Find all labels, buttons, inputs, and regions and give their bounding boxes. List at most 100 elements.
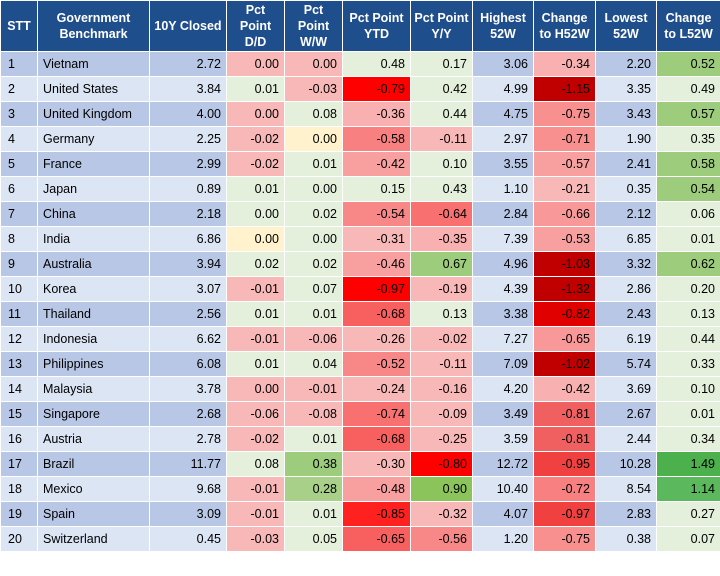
cell-closed: 2.72 <box>149 51 227 77</box>
cell-dd: -0.01 <box>226 476 285 502</box>
cell-name: Singapore <box>37 401 150 427</box>
cell-dd: 0.00 <box>226 376 285 402</box>
cell-name: United States <box>37 76 150 102</box>
cell-closed: 2.78 <box>149 426 227 452</box>
cell-ww: 0.01 <box>284 501 343 527</box>
cell-dd: 0.00 <box>226 101 285 127</box>
cell-chl: 0.20 <box>656 276 720 302</box>
cell-name: Japan <box>37 176 150 202</box>
cell-yy: 0.13 <box>410 301 473 327</box>
cell-dd: 0.08 <box>226 451 285 477</box>
cell-closed: 2.18 <box>149 201 227 227</box>
cell-dd: -0.03 <box>226 526 285 552</box>
cell-stt: 8 <box>0 226 38 252</box>
table-row: 2 United States 3.84 0.01 -0.03 -0.79 0.42 4.99… <box>0 76 720 102</box>
cell-stt: 19 <box>0 501 38 527</box>
cell-hi: 12.72 <box>472 451 534 477</box>
cell-name: Malaysia <box>37 376 150 402</box>
column-header-stt: STT <box>0 0 38 52</box>
cell-lo: 2.86 <box>595 276 657 302</box>
cell-chh: -0.21 <box>533 176 596 202</box>
cell-chh: -1.03 <box>533 251 596 277</box>
cell-name: Australia <box>37 251 150 277</box>
table-row: 8 India 6.86 0.00 0.00 -0.31 -0.35 7.39 -0.53 6.8… <box>0 226 720 252</box>
cell-chl: 0.10 <box>656 376 720 402</box>
cell-dd: -0.02 <box>226 126 285 152</box>
table-row: 11 Thailand 2.56 0.01 0.01 -0.68 0.13 3.38 -0.82… <box>0 301 720 327</box>
cell-name: Spain <box>37 501 150 527</box>
cell-lo: 3.43 <box>595 101 657 127</box>
cell-ww: 0.08 <box>284 101 343 127</box>
cell-lo: 3.35 <box>595 76 657 102</box>
cell-dd: 0.02 <box>226 251 285 277</box>
cell-ww: 0.02 <box>284 251 343 277</box>
cell-chh: -1.02 <box>533 351 596 377</box>
cell-lo: 0.38 <box>595 526 657 552</box>
cell-stt: 5 <box>0 151 38 177</box>
cell-stt: 1 <box>0 51 38 77</box>
cell-lo: 2.20 <box>595 51 657 77</box>
cell-chl: 0.07 <box>656 526 720 552</box>
cell-hi: 10.40 <box>472 476 534 502</box>
cell-yy: 0.67 <box>410 251 473 277</box>
cell-lo: 6.19 <box>595 326 657 352</box>
cell-ytd: -0.97 <box>342 276 411 302</box>
cell-chl: 0.33 <box>656 351 720 377</box>
table-row: 18 Mexico 9.68 -0.01 0.28 -0.48 0.90 10.40 -0.72… <box>0 476 720 502</box>
cell-closed: 6.62 <box>149 326 227 352</box>
cell-ww: 0.00 <box>284 226 343 252</box>
cell-hi: 4.99 <box>472 76 534 102</box>
cell-chh: -0.71 <box>533 126 596 152</box>
column-header-chl: Change to L52W <box>656 0 720 52</box>
cell-stt: 4 <box>0 126 38 152</box>
cell-dd: -0.02 <box>226 426 285 452</box>
cell-ytd: -0.26 <box>342 326 411 352</box>
cell-closed: 0.45 <box>149 526 227 552</box>
table-row: 20 Switzerland 0.45 -0.03 0.05 -0.65 -0.56 1.20… <box>0 526 720 552</box>
cell-chh: -0.97 <box>533 501 596 527</box>
cell-lo: 10.28 <box>595 451 657 477</box>
table-row: 3 United Kingdom 4.00 0.00 0.08 -0.36 0.44 4.75… <box>0 101 720 127</box>
cell-lo: 0.35 <box>595 176 657 202</box>
column-header-ww: Pct Point W/W <box>284 0 343 52</box>
table-row: 5 France 2.99 -0.02 0.01 -0.42 0.10 3.55 -0.57 2.… <box>0 151 720 177</box>
cell-chl: 1.49 <box>656 451 720 477</box>
cell-chh: -0.75 <box>533 101 596 127</box>
cell-yy: -0.19 <box>410 276 473 302</box>
cell-lo: 2.41 <box>595 151 657 177</box>
cell-stt: 12 <box>0 326 38 352</box>
cell-dd: -0.02 <box>226 151 285 177</box>
cell-chl: 0.54 <box>656 176 720 202</box>
cell-chl: 0.01 <box>656 226 720 252</box>
table-row: 15 Singapore 2.68 -0.06 -0.08 -0.74 -0.09 3.49-… <box>0 401 720 427</box>
cell-chh: -0.57 <box>533 151 596 177</box>
table-row: 16 Austria 2.78 -0.02 0.01 -0.68 -0.25 3.59 -0.8… <box>0 426 720 452</box>
cell-stt: 7 <box>0 201 38 227</box>
cell-hi: 4.07 <box>472 501 534 527</box>
cell-chl: 0.57 <box>656 101 720 127</box>
table-row: 12 Indonesia 6.62 -0.01 -0.06 -0.26 -0.02 7.27-… <box>0 326 720 352</box>
cell-chl: 0.13 <box>656 301 720 327</box>
cell-ytd: -0.68 <box>342 426 411 452</box>
cell-yy: -0.25 <box>410 426 473 452</box>
cell-ww: 0.04 <box>284 351 343 377</box>
table-row: 13 Philippines 6.08 0.01 0.04 -0.52 -0.11 7.09-… <box>0 351 720 377</box>
cell-chl: 0.34 <box>656 426 720 452</box>
cell-hi: 1.20 <box>472 526 534 552</box>
cell-stt: 16 <box>0 426 38 452</box>
cell-ytd: -0.58 <box>342 126 411 152</box>
cell-hi: 3.06 <box>472 51 534 77</box>
cell-name: Germany <box>37 126 150 152</box>
cell-ytd: -0.31 <box>342 226 411 252</box>
cell-name: China <box>37 201 150 227</box>
cell-ww: 0.07 <box>284 276 343 302</box>
cell-ww: 0.01 <box>284 151 343 177</box>
cell-ytd: -0.68 <box>342 301 411 327</box>
cell-chl: 0.44 <box>656 326 720 352</box>
cell-closed: 3.94 <box>149 251 227 277</box>
cell-closed: 0.89 <box>149 176 227 202</box>
cell-ytd: -0.24 <box>342 376 411 402</box>
cell-name: Switzerland <box>37 526 150 552</box>
cell-lo: 2.67 <box>595 401 657 427</box>
cell-dd: -0.01 <box>226 501 285 527</box>
